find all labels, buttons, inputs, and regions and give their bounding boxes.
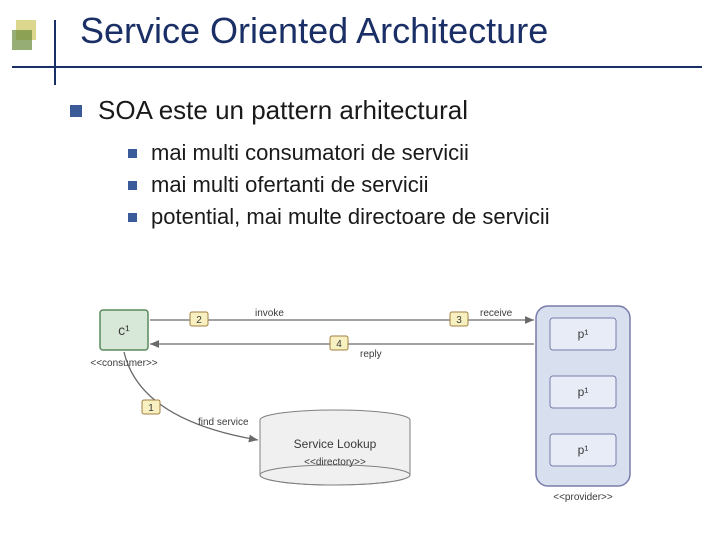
- provider-label: p¹: [578, 443, 589, 457]
- step-number: 4: [336, 339, 342, 350]
- title-underline: [12, 66, 702, 68]
- bullet-level2: mai multi consumatori de servicii: [128, 140, 680, 166]
- edge-label: find service: [198, 417, 249, 428]
- title-vertical-rule: [54, 20, 56, 85]
- bullet-level1: SOA este un pattern arhitectural: [70, 95, 680, 126]
- bullet-text: mai multi ofertanti de servicii: [151, 172, 429, 198]
- slide: Service Oriented Architecture SOA este u…: [0, 0, 720, 540]
- step-number: 2: [196, 315, 202, 326]
- consumer-stereotype: <<consumer>>: [90, 358, 157, 369]
- square-bullet-icon: [128, 213, 137, 222]
- square-bullet-icon: [128, 181, 137, 190]
- edge-label: reply: [360, 349, 382, 360]
- directory-label: Service Lookup: [294, 437, 377, 451]
- bullet-text: SOA este un pattern arhitectural: [98, 95, 468, 126]
- bullet-level2: mai multi ofertanti de servicii: [128, 172, 680, 198]
- edge-label: receive: [480, 308, 513, 319]
- directory-stereotype: <<directory>>: [304, 457, 366, 468]
- square-bullet-icon: [128, 149, 137, 158]
- square-bullet-icon: [70, 105, 82, 117]
- step-number: 3: [456, 315, 462, 326]
- slide-title: Service Oriented Architecture: [80, 10, 548, 52]
- edge-label: invoke: [255, 308, 284, 319]
- soa-diagram: c¹ <<consumer>> p¹ p¹ p¹ <<provider>> Se…: [80, 300, 640, 510]
- bullet-text: mai multi consumatori de servicii: [151, 140, 469, 166]
- bullet-level2: potential, mai multe directoare de servi…: [128, 204, 680, 230]
- bullet-text: potential, mai multe directoare de servi…: [151, 204, 550, 230]
- consumer-label: c¹: [118, 322, 130, 338]
- provider-stereotype: <<provider>>: [553, 492, 613, 503]
- step-number: 1: [148, 403, 154, 414]
- provider-label: p¹: [578, 327, 589, 341]
- content-area: SOA este un pattern arhitectural mai mul…: [70, 95, 680, 236]
- provider-label: p¹: [578, 385, 589, 399]
